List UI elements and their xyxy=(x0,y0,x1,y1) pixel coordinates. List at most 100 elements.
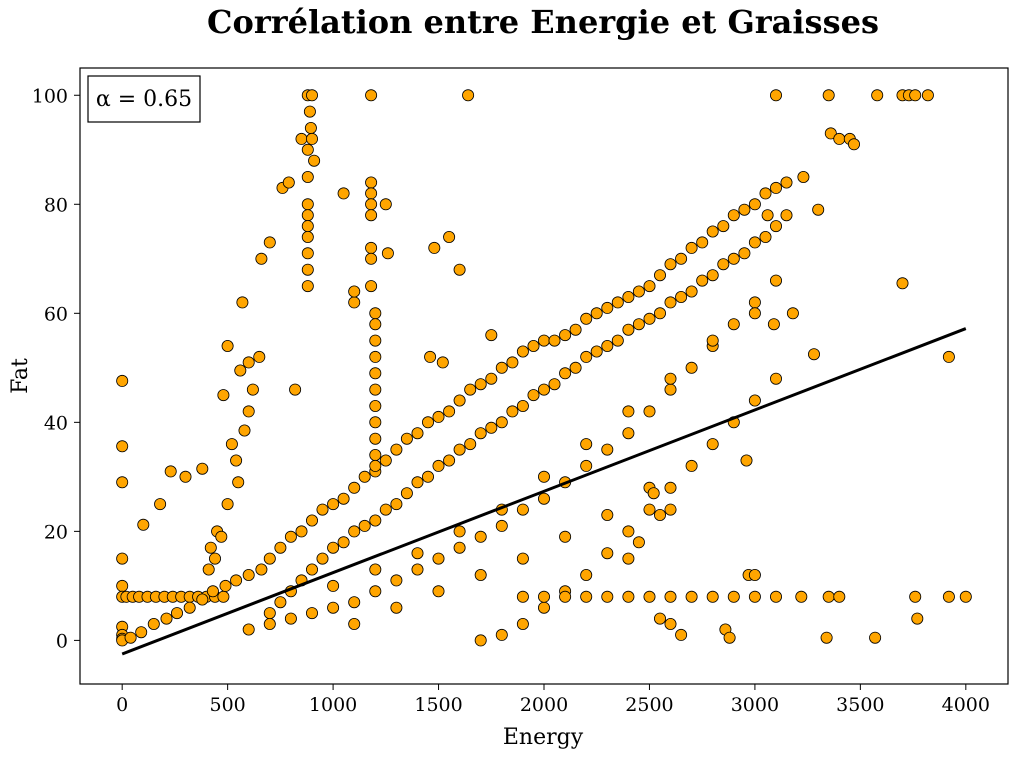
x-tick-label: 0 xyxy=(116,694,128,716)
data-point xyxy=(761,209,774,222)
data-point xyxy=(632,536,645,549)
data-point xyxy=(301,143,314,156)
data-point xyxy=(622,552,635,565)
data-point xyxy=(685,285,698,298)
data-point xyxy=(304,122,317,135)
data-point xyxy=(308,154,321,167)
data-point xyxy=(786,307,799,320)
x-axis-label: Energy xyxy=(503,725,584,750)
data-point xyxy=(548,378,561,391)
data-point xyxy=(727,590,740,603)
data-point xyxy=(590,345,603,358)
y-tick-label: 60 xyxy=(44,303,68,325)
data-point xyxy=(196,593,209,606)
data-point xyxy=(369,416,382,429)
data-point xyxy=(706,438,719,451)
annotation-box: α = 0.65 xyxy=(87,75,201,123)
data-point xyxy=(305,563,318,576)
data-point xyxy=(643,312,656,325)
x-tick-label: 3500 xyxy=(836,694,884,716)
data-point xyxy=(327,498,340,511)
data-point xyxy=(820,631,833,644)
data-point xyxy=(706,334,719,347)
data-point xyxy=(369,334,382,347)
y-tick-label: 100 xyxy=(32,85,68,107)
data-point xyxy=(611,334,624,347)
data-point xyxy=(365,280,378,293)
data-point xyxy=(871,89,884,102)
data-point xyxy=(833,590,846,603)
data-point xyxy=(284,612,297,625)
data-point xyxy=(474,427,487,440)
data-point xyxy=(369,307,382,320)
data-point xyxy=(263,552,276,565)
x-tick-label: 1500 xyxy=(414,694,462,716)
data-point xyxy=(295,132,308,145)
data-point xyxy=(301,247,314,260)
data-point xyxy=(748,296,761,309)
data-point xyxy=(358,470,371,483)
data-point xyxy=(474,378,487,391)
data-point xyxy=(428,241,441,254)
data-point xyxy=(365,241,378,254)
data-point xyxy=(580,312,593,325)
data-point xyxy=(675,252,688,265)
data-point xyxy=(601,547,614,560)
data-point xyxy=(215,530,228,543)
data-point xyxy=(727,209,740,222)
data-point xyxy=(327,579,340,592)
data-point xyxy=(685,241,698,254)
data-point xyxy=(369,563,382,576)
data-point xyxy=(706,225,719,238)
data-point xyxy=(601,339,614,352)
data-point xyxy=(453,443,466,456)
data-point xyxy=(527,389,540,402)
data-point xyxy=(217,590,230,603)
data-point xyxy=(462,89,475,102)
data-point xyxy=(183,601,196,614)
data-point xyxy=(685,459,698,472)
data-point xyxy=(909,89,922,102)
data-point xyxy=(255,252,268,265)
data-point xyxy=(301,209,314,222)
data-point xyxy=(706,269,719,282)
data-point xyxy=(365,176,378,189)
data-point xyxy=(770,220,783,233)
data-point xyxy=(242,623,255,636)
data-point xyxy=(622,427,635,440)
data-point xyxy=(848,138,861,151)
data-point xyxy=(622,405,635,418)
data-point xyxy=(348,296,361,309)
data-point xyxy=(797,170,810,183)
data-point xyxy=(516,590,529,603)
data-point xyxy=(369,432,382,445)
data-point xyxy=(379,503,392,516)
data-point xyxy=(255,563,268,576)
data-point xyxy=(767,318,780,331)
data-point xyxy=(411,476,424,489)
data-point xyxy=(812,203,825,216)
data-point xyxy=(706,590,719,603)
data-point xyxy=(696,236,709,249)
data-point xyxy=(495,628,508,641)
data-point xyxy=(301,170,314,183)
data-point xyxy=(516,618,529,631)
data-point xyxy=(601,443,614,456)
data-point xyxy=(443,405,456,418)
data-point xyxy=(432,552,445,565)
data-point xyxy=(569,323,582,336)
data-point xyxy=(495,519,508,532)
data-point xyxy=(601,301,614,314)
data-point xyxy=(400,432,413,445)
data-point xyxy=(230,454,243,467)
data-point xyxy=(675,628,688,641)
data-point xyxy=(219,579,232,592)
regression-line xyxy=(121,327,967,656)
annotation-frame xyxy=(87,75,201,123)
data-point xyxy=(569,361,582,374)
data-point xyxy=(580,350,593,363)
data-point xyxy=(780,209,793,222)
data-point xyxy=(770,181,783,194)
data-point xyxy=(147,618,160,631)
